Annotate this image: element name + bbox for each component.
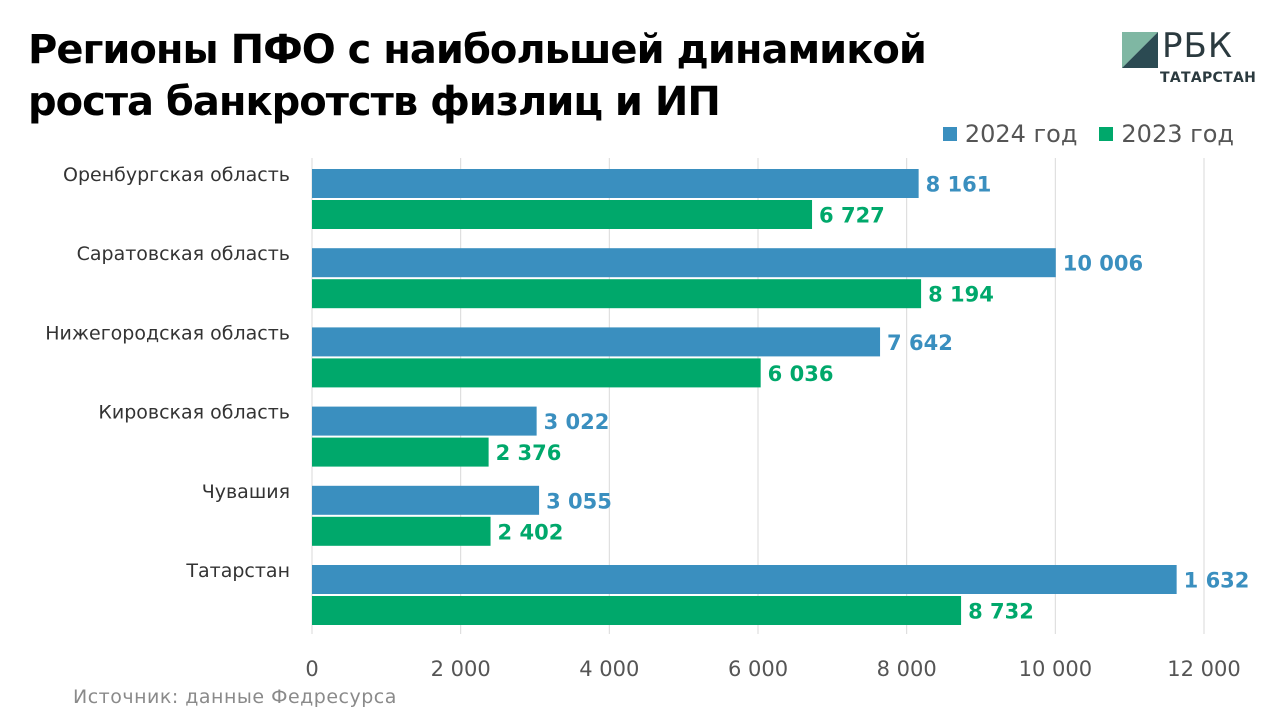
chart-legend: 2024 год 2023 год [942,120,1234,148]
category-label: Чувашия [202,481,290,503]
x-tick-label: 4 000 [579,657,639,681]
bar-2023 [312,596,962,625]
legend-label-2023: 2023 год [1121,120,1234,148]
chart-title: Регионы ПФО с наибольшей динамикой роста… [28,27,927,125]
data-label-2024: 7 642 [887,331,953,355]
bar-2023 [312,279,922,309]
x-tick-label: 2 000 [431,657,491,681]
data-label-2023: 6 727 [819,204,885,228]
bar-2024 [312,248,1056,278]
logo-text: РБК [1162,26,1233,66]
x-tick-label: 12 000 [1167,657,1240,681]
category-label: Оренбургская область [63,164,290,186]
data-label-2024: 8 161 [926,173,992,197]
legend-label-2024: 2024 год [964,120,1078,148]
category-label: Кировская область [98,402,290,424]
legend-item-2023: 2023 год [1099,120,1234,148]
bar-2024 [312,406,537,436]
category-label: Нижегородская область [45,322,290,344]
rbk-logo: РБК ТАТАРСТАН [1122,26,1256,90]
legend-swatch-2024 [942,127,957,141]
data-label-2023: 8 732 [968,600,1034,624]
data-label-2023: 6 036 [768,362,834,386]
x-tick-label: 10 000 [1019,657,1092,681]
logo-mark-icon [1122,32,1158,68]
bar-2023 [312,200,813,229]
data-label-2024: 1 632 [1184,569,1250,593]
data-label-2023: 2 376 [496,441,562,465]
logo-subtitle: ТАТАРСТАН [1160,70,1257,86]
bar-2024 [312,327,881,357]
x-tick-label: 8 000 [877,657,937,681]
x-tick-label: 0 [305,657,318,681]
bar-2024 [312,565,1177,594]
bar-2023 [312,516,491,546]
bar-2023 [312,358,761,388]
data-label-2024: 10 006 [1063,252,1143,276]
bar-2023 [312,437,489,467]
data-label-2024: 3 022 [544,410,610,434]
bar-2024 [312,485,540,515]
data-label-2024: 3 055 [546,489,612,513]
category-label: Саратовская область [77,243,290,265]
data-label-2023: 8 194 [928,283,994,307]
data-label-2023: 2 402 [498,520,564,544]
category-label: Татарстан [185,560,290,582]
legend-swatch-2023 [1099,127,1114,141]
legend-item-2024: 2024 год [942,120,1078,148]
bar-2024 [312,169,919,198]
source-note: Источник: данные Федресурса [73,686,397,708]
x-tick-label: 6 000 [728,657,788,681]
